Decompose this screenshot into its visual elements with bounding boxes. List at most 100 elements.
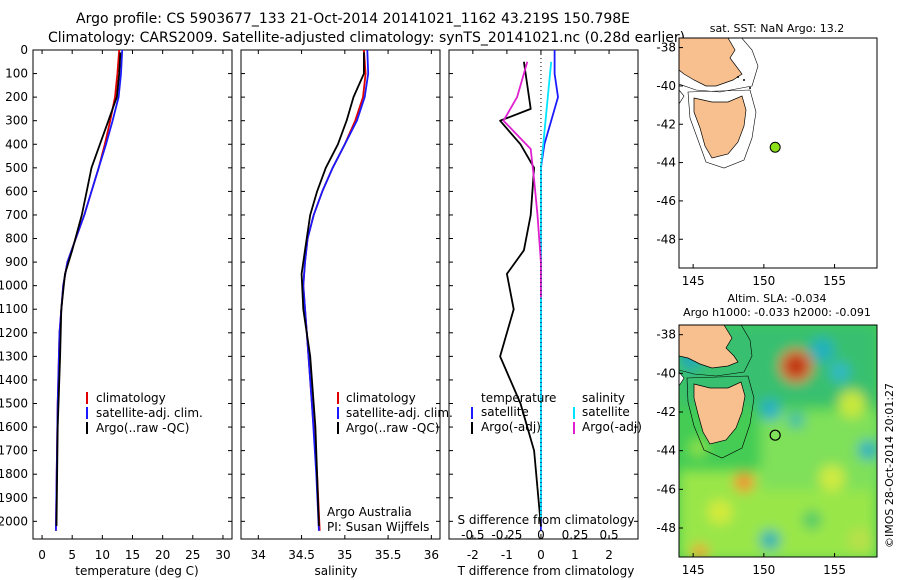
- depth-tick-label: 1800: [0, 467, 28, 481]
- depth-tick-label: 1300: [0, 349, 28, 363]
- temperature-x-axis: 0 5 10 15 20 25 30: [38, 50, 231, 562]
- x-tick-label: 30: [215, 548, 230, 562]
- header-line-1: Argo profile: CS 5903677_133 21-Oct-2014…: [76, 11, 630, 27]
- top-tick-label: -0.25: [491, 528, 522, 542]
- map-x-tick-label: 150: [752, 274, 775, 288]
- legend-sal-satellite: satellite: [582, 405, 630, 419]
- x-tick-label: 34.5: [288, 548, 315, 562]
- difference-legend: temperature salinity satellite Argo(-adj…: [471, 391, 642, 434]
- series-salinity-argo-adj: [502, 61, 542, 298]
- map-y-tick-label: -48: [656, 521, 676, 535]
- depth-tick-label: 1100: [0, 302, 28, 316]
- argo-float-location: [769, 429, 781, 441]
- x-tick-label: 25: [185, 548, 200, 562]
- depth-tick-label: 500: [5, 161, 28, 175]
- difference-x-axis: -2 -1 0 1 2: [467, 50, 613, 562]
- credit-line-1: Argo Australia: [327, 505, 412, 519]
- sla-map-title-1: Altim. SLA: -0.034: [727, 292, 826, 305]
- depth-tick-label: 1200: [0, 326, 28, 340]
- series-argo-raw-qc: [300, 52, 365, 527]
- x-tick-label: 35: [337, 548, 352, 562]
- salinity-x-axis: 34 34.5 35 35.5 36: [251, 50, 439, 562]
- temperature-x-label: temperature (deg C): [75, 564, 198, 578]
- x-tick-label: 5: [68, 548, 76, 562]
- map-y-tick-label: -42: [656, 405, 676, 419]
- s-difference-label: S difference from climatology: [458, 513, 635, 527]
- x-tick-label: 35.5: [375, 548, 402, 562]
- sst-map-axes: 145 150 155 -38 -40 -42 -44 -46 -48: [656, 41, 846, 288]
- x-tick-label: 20: [155, 548, 170, 562]
- x-tick-label: 34: [251, 548, 266, 562]
- series-salinity-satellite: [540, 61, 553, 519]
- depth-tick-label: 1500: [0, 396, 28, 410]
- legend-salinity-title: salinity: [582, 391, 625, 405]
- depth-tick-label: 1400: [0, 373, 28, 387]
- legend-satellite-adj: satellite-adj. clim.: [96, 406, 203, 420]
- x-tick-label: 0: [537, 548, 545, 562]
- map-y-tick-label: -44: [656, 444, 676, 458]
- x-tick-label: 1: [571, 548, 579, 562]
- salinity-plot-frame: [240, 49, 441, 540]
- legend-temp-satellite: satellite: [481, 405, 529, 419]
- top-tick-label: 0.25: [562, 528, 589, 542]
- map-y-tick-label: -44: [656, 156, 676, 170]
- difference-plot-frame: [448, 49, 639, 540]
- series-satellite-adj-clim: [302, 50, 370, 531]
- map-x-tick-label: 145: [682, 274, 705, 288]
- map-x-tick-label: 145: [682, 563, 705, 577]
- t-difference-x-label: T difference from climatology: [457, 564, 635, 578]
- depth-tick-label: 200: [5, 90, 28, 104]
- legend-climatology: climatology: [96, 391, 166, 405]
- legend-temperature-title: temperature: [481, 391, 556, 405]
- depth-tick-label: 0: [20, 43, 28, 57]
- tasmania: [693, 95, 747, 159]
- series-temperature-satellite: [540, 50, 559, 531]
- depth-tick-label: 600: [5, 184, 28, 198]
- depth-tick-label: 1700: [0, 444, 28, 458]
- map-y-tick-label: -46: [656, 194, 676, 208]
- depth-axis: 0 100 200 300 400 500 600 700 800 900 1000 1100 1200…: [0, 43, 638, 528]
- map-x-tick-label: 155: [823, 563, 846, 577]
- series-argo-raw-qc: [55, 52, 122, 527]
- map-y-tick-label: -38: [656, 328, 676, 342]
- depth-tick-label: 900: [5, 255, 28, 269]
- depth-tick-label: 1000: [0, 279, 28, 293]
- sst-map: [679, 38, 877, 268]
- salinity-x-label: salinity: [314, 564, 357, 578]
- tasmania: [693, 381, 746, 445]
- legend-temp-argo: Argo(-adj): [481, 420, 541, 434]
- sla-map-frame: [678, 324, 878, 558]
- depth-tick-label: 300: [5, 114, 28, 128]
- shelf-contour: [679, 325, 753, 377]
- salinity-series: [300, 50, 370, 531]
- legend-sal-argo: Argo(-adj): [582, 420, 642, 434]
- x-tick-label: -2: [467, 548, 479, 562]
- depth-tick-label: 800: [5, 232, 28, 246]
- sla-map-axes: 145 150 155 -38 -40 -42 -44 -46 -48: [656, 328, 846, 577]
- top-tick-label: 0.5: [600, 528, 619, 542]
- header-line-2: Climatology: CARS2009. Satellite-adjuste…: [48, 30, 685, 46]
- sla-map-title-2: Argo h1000: -0.033 h2000: -0.091: [683, 306, 871, 319]
- x-tick-label: 0: [38, 548, 46, 562]
- map-x-tick-label: 150: [752, 563, 775, 577]
- tasmania-shelf-contour: [687, 89, 757, 169]
- map-y-tick-label: -46: [656, 482, 676, 496]
- depth-tick-label: 100: [5, 67, 28, 81]
- x-tick-label: 2: [605, 548, 613, 562]
- series-satellite-adj-clim: [55, 50, 124, 531]
- mainland-australia: [679, 38, 743, 87]
- map-y-tick-label: -40: [656, 366, 676, 380]
- track-dots: [737, 76, 751, 89]
- x-tick-label: 15: [125, 548, 140, 562]
- legend-argo-raw: Argo(..raw -QC): [346, 421, 439, 435]
- credit-line-2: PI: Susan Wijffels: [327, 520, 429, 534]
- map-y-tick-label: -48: [656, 232, 676, 246]
- temperature-series: [55, 50, 124, 531]
- imos-timestamp: ©IMOS 28-Oct-2014 20:01:27: [883, 383, 896, 548]
- argo-float-location: [769, 141, 781, 153]
- difference-series: [499, 50, 559, 531]
- map-x-tick-label: 155: [823, 274, 846, 288]
- sla-field: [679, 325, 877, 557]
- salinity-difference-top-axis: -0.5-0.2500.250.5: [461, 528, 618, 542]
